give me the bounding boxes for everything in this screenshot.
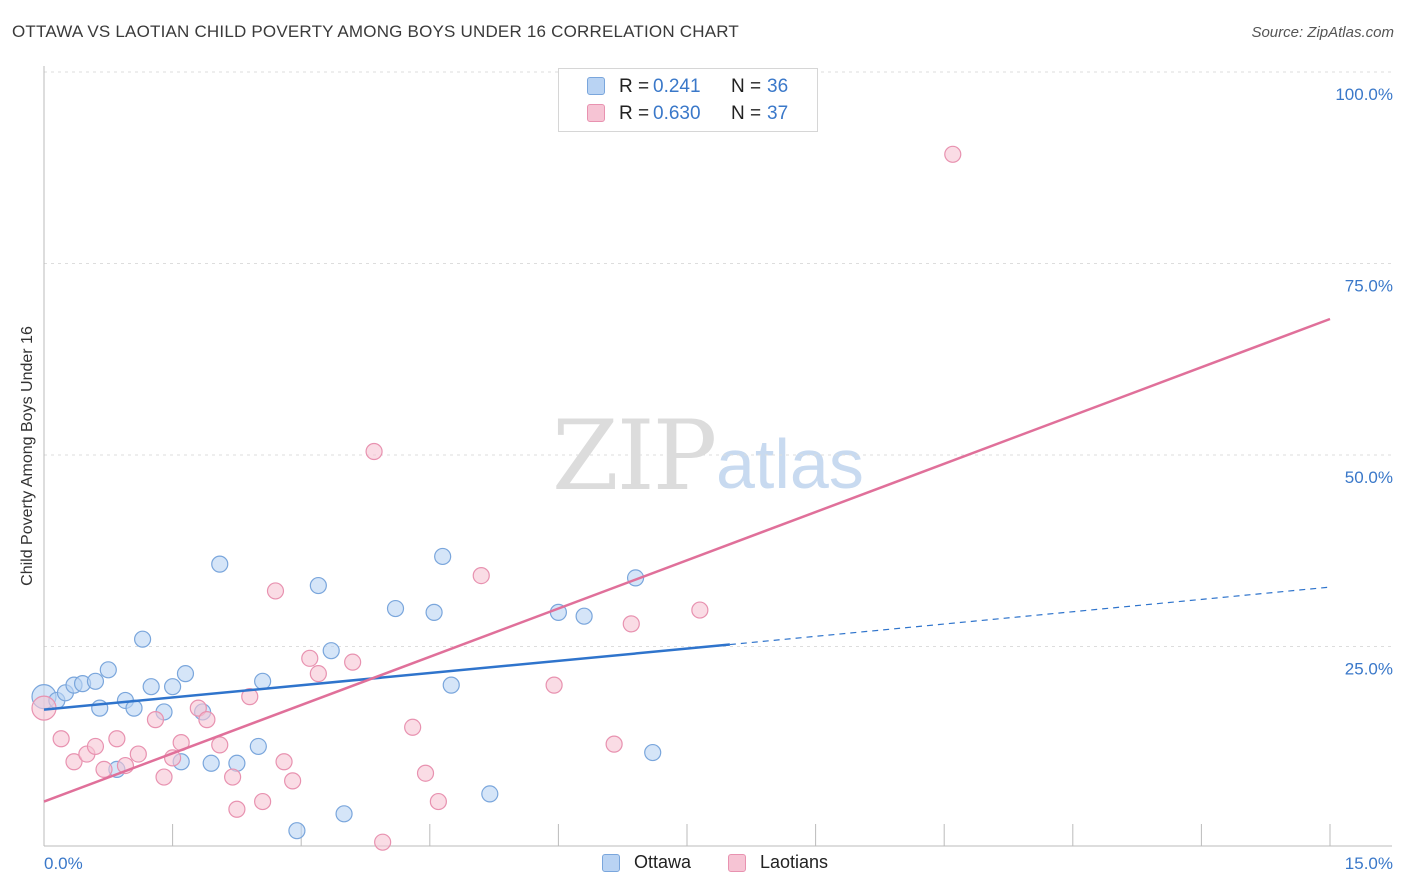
laotians-point: [301, 649, 319, 667]
ottawa-point: [142, 678, 160, 696]
ottawa-point: [322, 642, 340, 660]
ottawa-point: [644, 743, 662, 762]
laotians-point: [374, 833, 392, 851]
legend-r-label: R =: [619, 103, 650, 124]
laotians-point: [275, 753, 293, 771]
gridlines: [44, 71, 1392, 647]
series-label-ottawa: Ottawa: [634, 852, 692, 872]
laotians-point: [944, 145, 962, 163]
chart-title: OTTAWA VS LAOTIAN CHILD POVERTY AMONG BO…: [12, 22, 739, 41]
laotians-point: [309, 665, 327, 683]
laotians-point: [52, 730, 70, 748]
ottawa-point: [442, 676, 460, 694]
legend-n-value-ottawa: 36: [767, 76, 789, 97]
ottawa-point: [434, 547, 452, 566]
ottawa-point: [254, 672, 272, 690]
laotians-point: [155, 768, 173, 786]
laotians-point: [224, 768, 242, 786]
ottawa-point: [481, 785, 499, 803]
source-label: Source: ZipAtlas.com: [1251, 24, 1394, 41]
data-points: [31, 145, 962, 851]
laotians-point: [622, 615, 640, 633]
ottawa-point: [133, 630, 152, 648]
ottawa-point: [575, 607, 593, 625]
correlation-legend: R = 0.241 N = 36 R = 0.630 N = 37: [558, 68, 818, 132]
legend-swatch-laotians: [587, 104, 605, 122]
legend-n-label: N =: [731, 103, 762, 124]
watermark-zip: ZIP: [552, 400, 717, 512]
laotians-point: [254, 792, 272, 811]
laotians-point: [344, 653, 362, 671]
ottawa-point: [309, 576, 327, 595]
laotians-point: [365, 442, 383, 461]
laotians-point: [605, 735, 623, 753]
y-tick-label: 25.0%: [1345, 660, 1393, 679]
legend-swatch-ottawa: [587, 77, 605, 95]
laotians-point: [65, 753, 83, 771]
series-swatch-laotians: [728, 854, 746, 872]
ottawa-point: [202, 754, 220, 772]
ottawa-point: [335, 805, 353, 823]
laotians-point: [146, 711, 165, 729]
laotians-point: [416, 764, 435, 782]
ottawa-point: [164, 678, 182, 696]
ottawa-point: [288, 822, 306, 840]
laotians-point: [691, 601, 709, 619]
laotians-point: [129, 745, 147, 763]
trend-lines: [43, 317, 1331, 803]
y-tick-label: 75.0%: [1345, 277, 1393, 296]
y-tick-label: 50.0%: [1345, 468, 1393, 487]
laotians-point: [108, 730, 126, 748]
legend-r-value-laotians: 0.630: [653, 103, 701, 124]
axes: [43, 66, 1392, 847]
laotians-point: [545, 676, 563, 694]
laotians-point: [228, 800, 246, 818]
laotians-point: [429, 792, 447, 811]
legend-n-label: N =: [731, 76, 762, 97]
ottawa-point: [176, 665, 195, 683]
legend-r-label: R =: [619, 76, 650, 97]
ottawa-point: [249, 737, 267, 756]
laotians-point: [198, 711, 216, 729]
laotians-point: [95, 760, 113, 779]
x-tick-label: 15.0%: [1345, 854, 1393, 873]
laotians-point: [284, 772, 302, 790]
laotians-point: [472, 567, 490, 585]
watermark-atlas: atlas: [716, 425, 864, 503]
y-tick-label: 100.0%: [1335, 85, 1393, 104]
laotians-point: [189, 699, 207, 717]
laotians-point: [86, 737, 105, 756]
ottawa-point: [91, 699, 109, 717]
legend-n-value-laotians: 37: [767, 103, 789, 124]
tick-labels: 25.0% 50.0% 75.0% 100.0% 0.0% 15.0%: [44, 85, 1393, 873]
legend-r-value-ottawa: 0.241: [653, 76, 701, 97]
ottawa-trend-extension: [729, 586, 1331, 646]
laotians-point: [241, 688, 259, 706]
ottawa-point: [99, 661, 117, 679]
ottawa-point: [211, 555, 229, 573]
ottawa-point: [86, 672, 105, 690]
laotians-point: [266, 582, 285, 600]
laotians-point: [211, 736, 229, 754]
ottawa-point: [425, 603, 443, 621]
x-tick-label: 0.0%: [44, 854, 83, 873]
ottawa-point: [386, 599, 405, 618]
series-swatch-ottawa: [602, 854, 620, 872]
series-label-laotians: Laotians: [760, 852, 829, 872]
ottawa-trend-line: [43, 643, 730, 711]
laotians-trend-line: [43, 317, 1331, 803]
laotians-point: [404, 718, 422, 736]
